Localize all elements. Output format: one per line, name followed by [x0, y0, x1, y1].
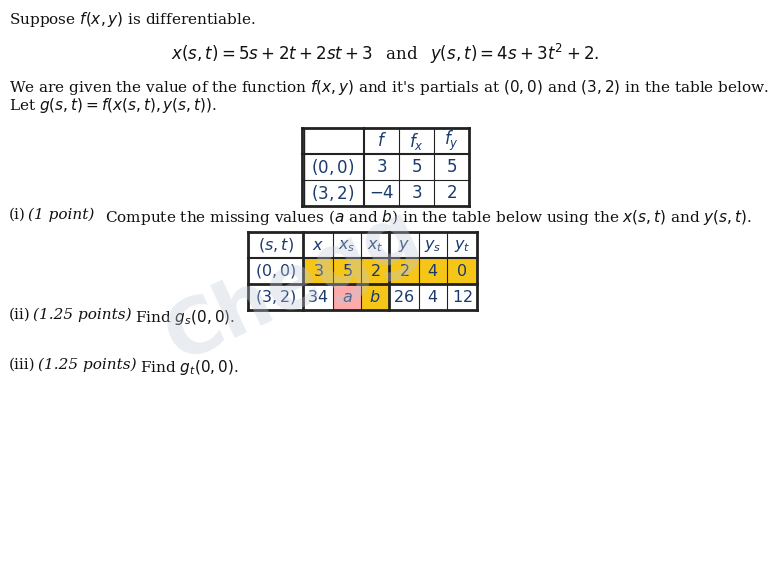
Text: $(3, 2)$: $(3, 2)$ — [311, 183, 355, 203]
Text: $26$: $26$ — [393, 288, 415, 305]
Text: $f_x$: $f_x$ — [409, 131, 424, 151]
Text: $4$: $4$ — [427, 263, 439, 279]
Text: Find $g_s(0, 0)$.: Find $g_s(0, 0)$. — [135, 308, 235, 327]
Text: $5$: $5$ — [342, 263, 353, 279]
Text: $5$: $5$ — [411, 159, 422, 175]
Text: $x_s$: $x_s$ — [338, 236, 356, 254]
Text: Suppose $f(x, y)$ is differentiable.: Suppose $f(x, y)$ is differentiable. — [9, 10, 256, 29]
Text: $2$: $2$ — [446, 184, 457, 202]
Text: $b$: $b$ — [370, 288, 380, 305]
Text: Let $g(s, t) = f(x(s, t), y(s, t))$.: Let $g(s, t) = f(x(s, t), y(s, t))$. — [9, 96, 217, 115]
Text: $3$: $3$ — [376, 159, 387, 175]
Text: (1.25 points): (1.25 points) — [33, 308, 132, 323]
Text: $x$: $x$ — [312, 236, 324, 254]
Text: Compute the missing values ($a$ and $b$) in the table below using the $x(s, t)$ : Compute the missing values ($a$ and $b$)… — [105, 208, 752, 227]
Text: (iii): (iii) — [9, 358, 35, 372]
Text: (1 point): (1 point) — [28, 208, 95, 222]
Text: $3$: $3$ — [411, 184, 422, 202]
Text: $2$: $2$ — [399, 263, 409, 279]
Text: $4$: $4$ — [427, 288, 439, 305]
Text: $(3, 2)$: $(3, 2)$ — [255, 288, 296, 306]
Text: $x(s,t) = 5s + 2t + 2st + 3\,$  and  $\,y(s,t) = 4s + 3t^2 + 2.$: $x(s,t) = 5s + 2t + 2st + 3\,$ and $\,y(… — [171, 42, 599, 66]
Text: $a$: $a$ — [342, 288, 353, 305]
Text: $0$: $0$ — [457, 263, 467, 279]
Text: $3$: $3$ — [313, 263, 323, 279]
Text: We are given the value of the function $f(x, y)$ and it's partials at $(0, 0)$ a: We are given the value of the function $… — [9, 78, 769, 97]
Text: $f_y$: $f_y$ — [444, 129, 459, 153]
Text: $(s,t)$: $(s,t)$ — [257, 236, 293, 254]
Text: $y_t$: $y_t$ — [454, 236, 470, 254]
Text: (1.25 points): (1.25 points) — [38, 358, 136, 372]
Text: (ii): (ii) — [9, 308, 31, 322]
Text: $2$: $2$ — [370, 263, 380, 279]
Text: $x_t$: $x_t$ — [367, 236, 383, 254]
Text: $f$: $f$ — [377, 132, 387, 150]
Text: $34$: $34$ — [307, 288, 329, 305]
Text: $(0, 0)$: $(0, 0)$ — [255, 262, 296, 280]
Text: (i): (i) — [9, 208, 26, 222]
Text: Chegg: Chegg — [154, 194, 431, 377]
Text: Find $g_t(0, 0)$.: Find $g_t(0, 0)$. — [140, 358, 239, 377]
Text: $12$: $12$ — [452, 288, 472, 305]
Text: $y$: $y$ — [398, 236, 410, 254]
Text: $y_s$: $y_s$ — [424, 236, 442, 254]
Text: $(0, 0)$: $(0, 0)$ — [311, 157, 355, 177]
Text: $-4$: $-4$ — [369, 184, 394, 202]
Text: $5$: $5$ — [446, 159, 457, 175]
